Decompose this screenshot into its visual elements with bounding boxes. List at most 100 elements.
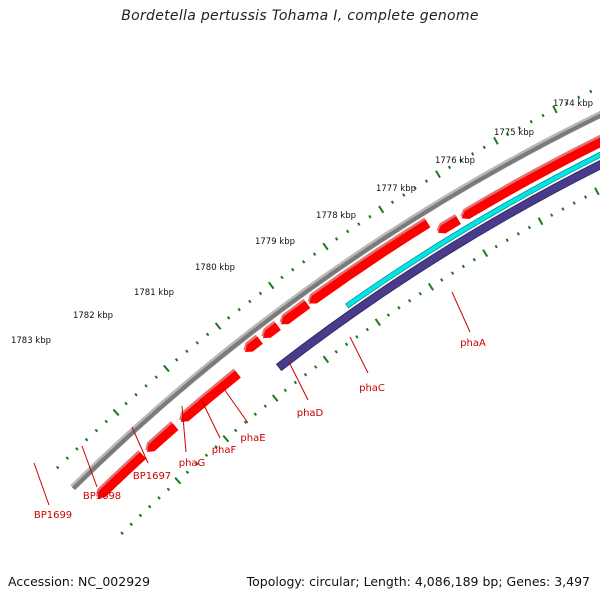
inner-tick [537, 217, 544, 226]
outer-tick [301, 260, 306, 264]
outer-tick [459, 158, 463, 163]
gene-label[interactable]: phaG [179, 458, 206, 469]
inner-tick [147, 504, 152, 509]
gene-cyan-feature[interactable] [345, 115, 600, 309]
kbp-label: 1781 kbp [134, 288, 174, 298]
outer-tick [378, 205, 385, 214]
inner-tick [344, 342, 349, 347]
cds-phae[interactable] [280, 300, 311, 325]
outer-tick [447, 165, 452, 170]
cds-bp1698[interactable] [146, 423, 179, 452]
inner-tick [386, 313, 391, 317]
gene-label[interactable]: phaF [212, 445, 237, 456]
inner-tick [283, 388, 287, 393]
outer-tick [517, 126, 521, 130]
inner-tick [204, 453, 209, 458]
inner-tick [365, 327, 370, 332]
gene-label[interactable]: phaA [460, 338, 486, 349]
outer-tick [402, 193, 406, 197]
operon-feature[interactable] [275, 119, 600, 372]
outer-tick [357, 222, 361, 226]
outer-tick [154, 375, 158, 379]
accession-text: Accession: NC_002929 [8, 574, 151, 589]
gene-label[interactable]: phaE [240, 433, 265, 444]
outer-tick [390, 200, 395, 205]
kbp-label: 1783 kbp [11, 336, 51, 346]
outer-tick [345, 229, 350, 234]
outer-tick [94, 428, 99, 433]
outer-tick [248, 299, 252, 304]
outer-tick [312, 252, 317, 256]
outer-tick [413, 186, 417, 190]
kbp-label: 1775 kbp [494, 128, 534, 138]
gene-label[interactable]: BP1698 [83, 491, 121, 502]
inner-tick [397, 306, 401, 310]
outer-tick [124, 401, 128, 406]
kbp-label: 1779 kbp [255, 237, 295, 247]
outer-tick [541, 113, 545, 118]
inner-tick [450, 271, 455, 275]
gene-label[interactable]: phaC [359, 383, 385, 394]
cds-bp1699[interactable] [97, 452, 147, 499]
inner-tick [516, 232, 520, 236]
outer-tick [291, 267, 295, 272]
outer-tick [435, 170, 441, 179]
inner-tick [166, 487, 171, 492]
outer-tick [368, 214, 372, 219]
inner-tick [461, 264, 466, 269]
gene-leader-line [223, 388, 249, 424]
kbp-scale-labels: 1783 kbp 1782 kbp 1781 kbp 1780 kbp 1779 kbp… [11, 99, 593, 346]
outer-tick [195, 341, 199, 345]
outer-tick [104, 419, 108, 424]
outer-tick [214, 322, 222, 330]
inner-tick [374, 318, 381, 327]
inner-tick [583, 195, 588, 199]
inner-tick [214, 445, 218, 449]
outer-tick [174, 358, 179, 362]
inner-tick [407, 298, 412, 303]
inner-tick [263, 404, 267, 408]
inner-tick [243, 420, 248, 425]
cds-phaa[interactable] [461, 103, 600, 219]
outer-tick [506, 132, 510, 137]
gene-label[interactable]: phaD [297, 408, 324, 419]
gene-leader-line [33, 462, 50, 506]
inner-tick [550, 213, 554, 217]
kbp-label: 1776 kbp [435, 156, 475, 166]
cds-phac[interactable] [437, 216, 461, 234]
outer-tick [112, 408, 120, 417]
outer-tick [226, 316, 231, 320]
inner-scale-ticks [120, 187, 600, 535]
inner-tick [561, 207, 565, 211]
kbp-label: 1780 kbp [195, 263, 235, 273]
cds-phag[interactable] [244, 336, 263, 353]
gene-label[interactable]: BP1697 [133, 471, 171, 482]
inner-tick [505, 238, 509, 242]
outer-tick [482, 145, 486, 150]
outer-tick [552, 105, 558, 114]
outer-tick [65, 456, 70, 460]
cds-bp1697[interactable] [180, 370, 241, 422]
outer-tick [493, 136, 499, 145]
outer-tick [163, 364, 170, 373]
outer-tick [144, 384, 148, 388]
outer-tick [75, 447, 79, 451]
inner-tick [293, 380, 298, 385]
cds-phad[interactable] [309, 219, 431, 304]
inner-tick [185, 470, 190, 474]
outer-tick [334, 237, 339, 241]
gene-label[interactable]: BP1699 [34, 510, 72, 521]
gene-leader-line [288, 361, 309, 401]
inner-tick [195, 461, 199, 466]
outer-tick [84, 437, 89, 442]
inner-tick [222, 434, 230, 443]
inner-tick [120, 531, 124, 535]
map-title: Bordetella pertussis Tohama I, complete … [121, 8, 479, 24]
outer-tick [205, 332, 210, 337]
inner-tick [157, 496, 161, 500]
outer-tick [258, 291, 263, 296]
cds-phaf[interactable] [262, 322, 281, 339]
outer-tick [322, 242, 329, 251]
